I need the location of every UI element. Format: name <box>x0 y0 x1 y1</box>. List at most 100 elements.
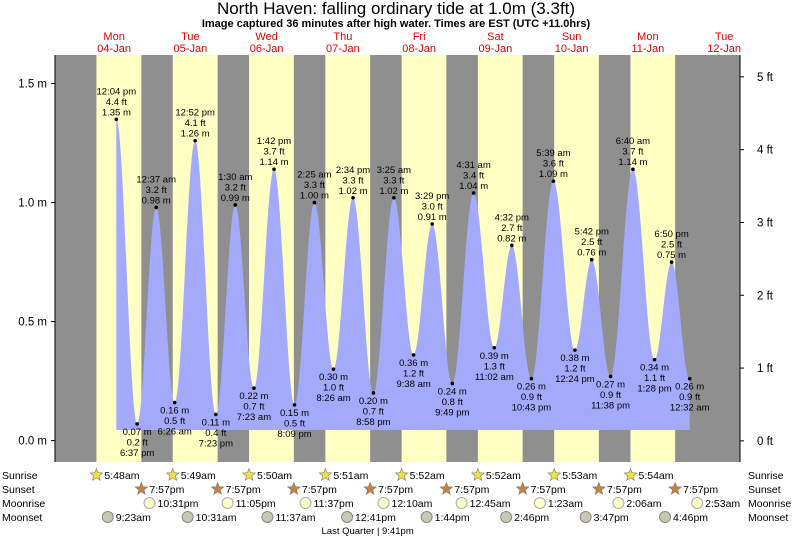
y2-tick-label: 1 ft <box>757 363 774 375</box>
sunset-icon <box>363 481 378 495</box>
tide-label: 7:23 pm <box>199 438 233 449</box>
tide-point <box>687 376 692 381</box>
moonrise-time: 2:06am <box>626 498 661 510</box>
row-label: Sunset <box>2 484 35 496</box>
moonset-time: 4:46pm <box>673 512 708 524</box>
day-weekday: Wed <box>255 31 277 43</box>
tide-label: 0.38 m <box>560 353 589 364</box>
sunset-time: 7:57pm <box>454 484 489 496</box>
tide-label: 0.26 m <box>675 382 704 393</box>
day-date: 09-Jan <box>479 43 513 55</box>
tide-label: 0.7 ft <box>363 406 384 417</box>
moonset-time: 3:47pm <box>594 512 629 524</box>
tide-label: 0.9 ft <box>600 390 621 401</box>
tide-label: 3:29 pm <box>415 191 449 202</box>
tide-point <box>529 376 534 381</box>
tide-point <box>252 386 256 391</box>
tide-label: 8:58 pm <box>356 417 390 428</box>
tide-label: 0.22 m <box>239 391 268 402</box>
day-date: 04-Jan <box>97 43 131 55</box>
tide-point <box>312 200 317 205</box>
tide-label: 0.34 m <box>640 363 669 374</box>
tide-label: 1.02 m <box>379 186 408 197</box>
day-date: 11-Jan <box>631 43 664 55</box>
tide-label: 5:42 pm <box>575 227 609 238</box>
day-date: 06-Jan <box>250 43 284 55</box>
day-date: 07-Jan <box>326 43 360 55</box>
moonrise-icon <box>612 497 625 509</box>
tide-label: 0.20 m <box>359 396 388 407</box>
tide-label: 3.3 ft <box>304 180 325 191</box>
moonset-icon <box>420 511 433 523</box>
tide-label: 1.04 m <box>459 181 488 192</box>
moonset-icon <box>101 511 114 523</box>
moonrise-time: 2:53am <box>705 498 740 510</box>
tide-label: 1.00 m <box>300 191 329 202</box>
moonset-time: 9:23am <box>116 512 151 524</box>
sunset-icon <box>134 481 149 495</box>
sunset-icon <box>591 481 606 495</box>
tide-label: 1.09 m <box>539 169 568 180</box>
tide-label: 1.14 m <box>260 157 289 168</box>
sunrise-time: 5:51am <box>333 470 368 482</box>
moonrise-time: 12:45am <box>470 498 511 510</box>
row-label: Moonset <box>748 512 788 524</box>
sunrise-icon <box>318 467 333 481</box>
day-date: 08-Jan <box>402 43 436 55</box>
tide-label: 1:42 pm <box>257 136 291 147</box>
tide-label: 6:40 am <box>616 136 650 147</box>
tide-label: 0.9 ft <box>679 392 700 403</box>
tide-point <box>172 400 177 405</box>
chart-title: North Haven: falling ordinary tide at 1.… <box>217 0 575 18</box>
day-weekday: Sat <box>487 31 504 43</box>
tide-point <box>471 191 476 195</box>
sunset-time: 7:57pm <box>226 484 261 496</box>
tide-label: 1:28 pm <box>637 384 671 395</box>
tide-label: 1.1 ft <box>644 373 665 384</box>
tide-label: 6:26 am <box>158 426 192 437</box>
tide-label: 0.9 ft <box>521 392 542 403</box>
tide-label: 9:49 pm <box>435 407 469 418</box>
tide-label: 3.3 ft <box>342 175 363 186</box>
tide-label: 3.3 ft <box>383 175 404 186</box>
tide-label: 0.24 m <box>438 386 467 397</box>
tide-label: 0.11 m <box>202 417 230 428</box>
tide-point <box>193 138 197 143</box>
moonset-time: 10:31am <box>196 512 237 524</box>
sunrise-time: 5:49am <box>181 470 216 482</box>
tide-label: 2.7 ft <box>501 223 522 234</box>
tide-label: 0.30 m <box>319 372 348 383</box>
sunset-time: 7:57pm <box>378 484 413 496</box>
moonset-time: 2:46pm <box>514 512 549 524</box>
tide-label: 0.4 ft <box>205 428 226 439</box>
tide-label: 2:34 pm <box>336 165 370 176</box>
sunset-time: 7:57pm <box>149 484 184 496</box>
moonset-time: 1:44pm <box>435 512 470 524</box>
moonset-icon <box>261 511 274 523</box>
moonrise-time: 10:31pm <box>158 498 199 510</box>
tide-label: 0.98 m <box>142 195 171 206</box>
row-label: Moonrise <box>2 498 45 510</box>
tide-point <box>652 357 657 362</box>
moonset-time: 12:41pm <box>355 512 396 524</box>
y-tick-label: 0.0 m <box>18 436 47 448</box>
sunrise-time: 5:50am <box>257 470 292 482</box>
day-weekday: Tue <box>715 31 734 43</box>
tide-label: 0.15 m <box>280 408 309 419</box>
tide-label: 4:32 pm <box>495 212 529 223</box>
tide-label: 1.35 m <box>102 107 131 118</box>
tide-label: 1.14 m <box>618 157 647 168</box>
tide-label: 4.4 ft <box>106 97 127 108</box>
row-label: Moonrise <box>748 498 791 510</box>
day-date: 12-Jan <box>707 43 741 55</box>
tide-label: 1.02 m <box>339 186 368 197</box>
tide-point <box>608 374 613 379</box>
row-label: Moonset <box>2 512 42 524</box>
tide-label: 11:02 am <box>475 372 514 383</box>
tide-point <box>631 167 635 172</box>
sunrise-icon <box>242 467 256 481</box>
tide-label: 6:50 pm <box>654 229 688 240</box>
tide-label: 4.1 ft <box>185 118 206 129</box>
